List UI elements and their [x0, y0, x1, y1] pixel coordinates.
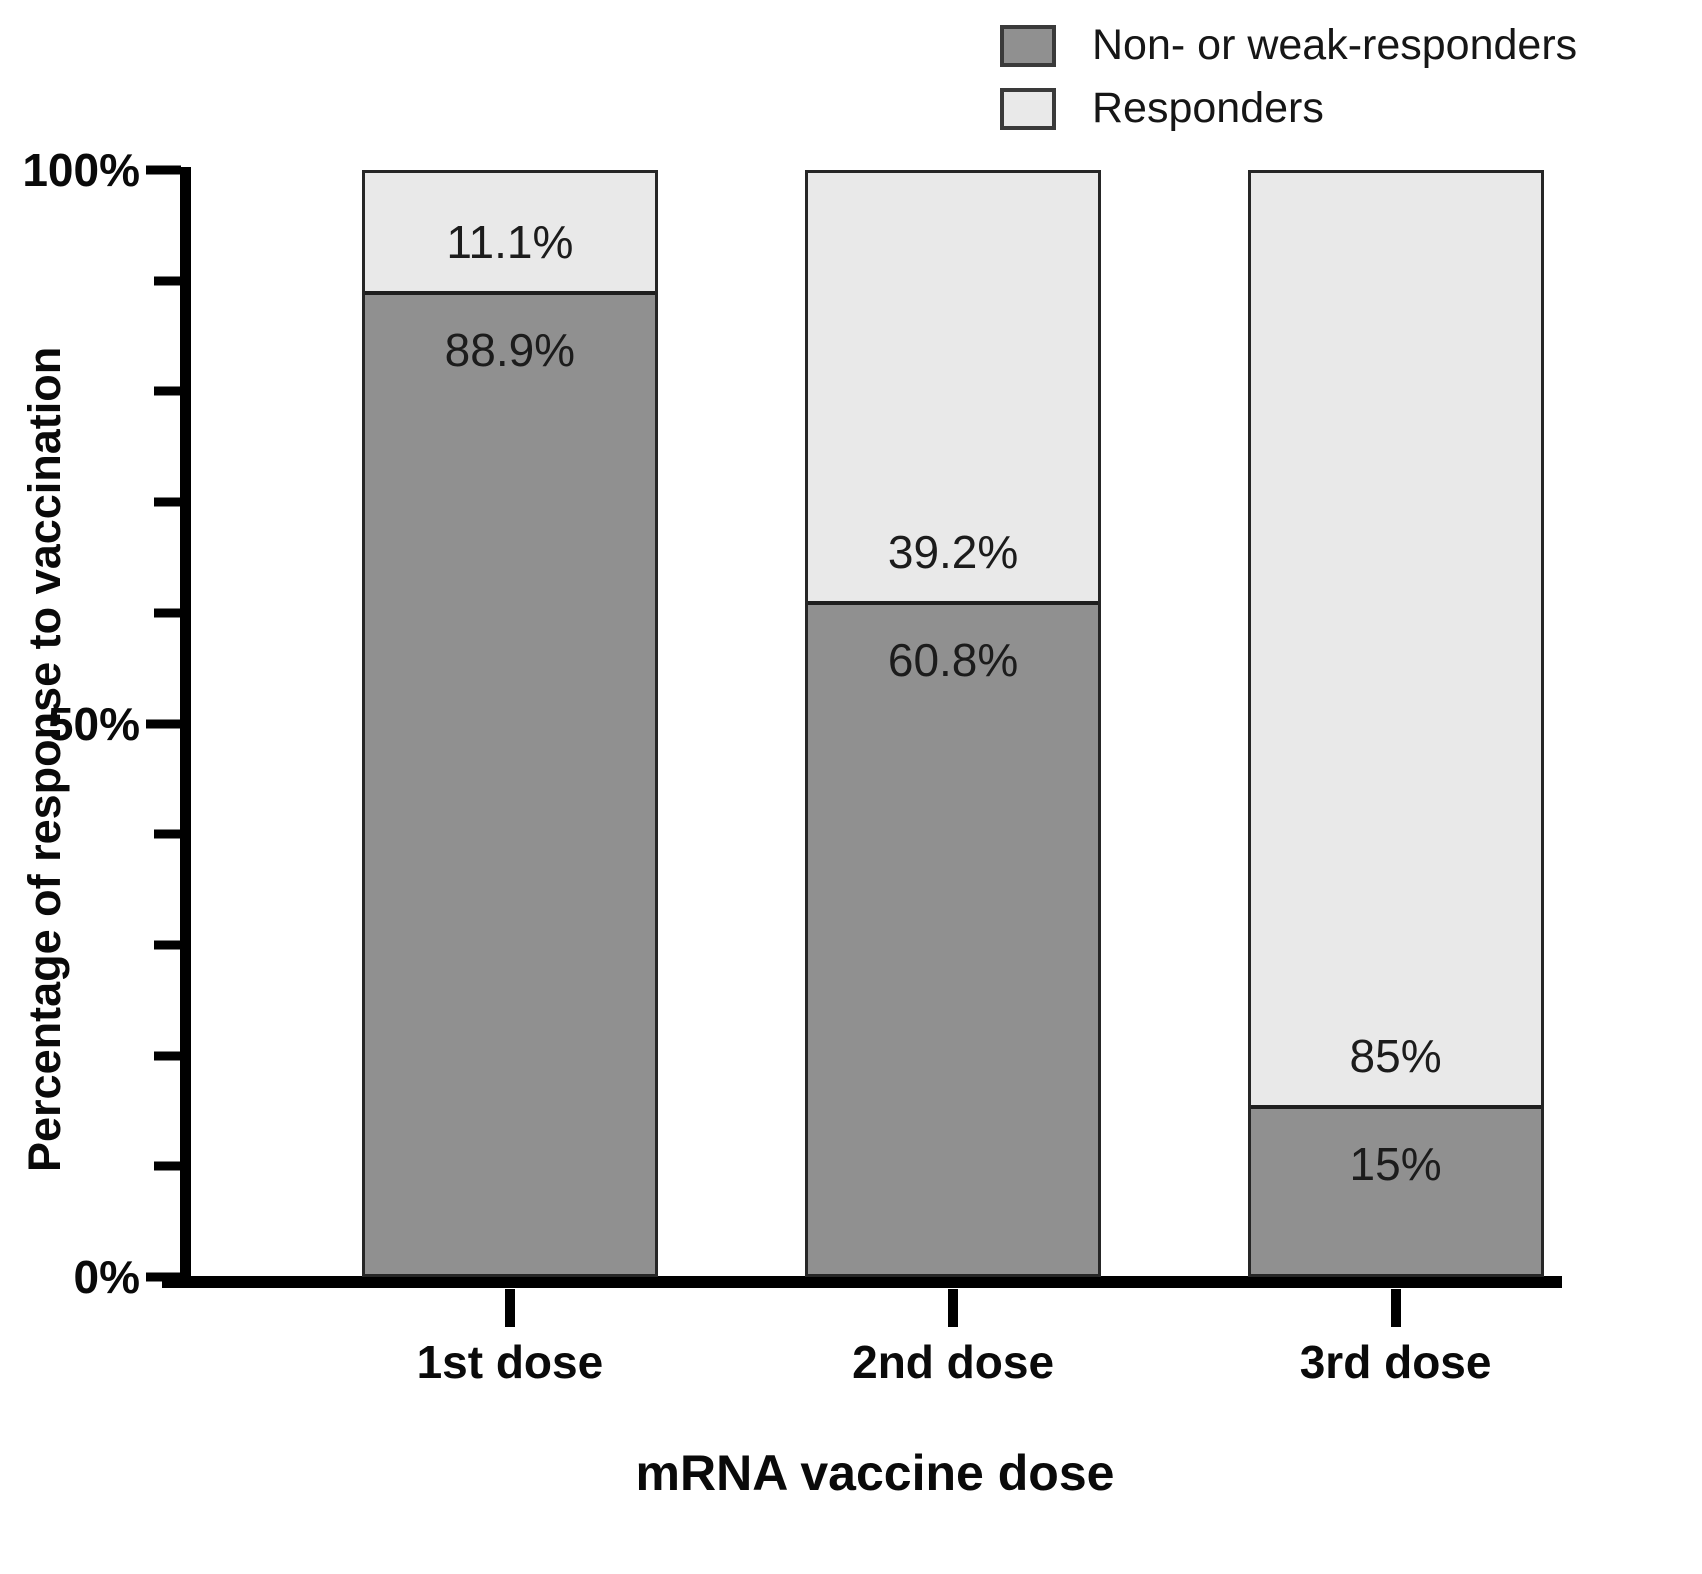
value-label-non-responders: 88.9% [444, 324, 576, 377]
x-tick-2nd-dose [948, 1289, 959, 1327]
y-tick-30 [154, 940, 181, 950]
legend-label-responders: Responders [1092, 84, 1324, 133]
y-axis-title: Percentage of response to vaccination [19, 346, 70, 1172]
legend-item-non-or-weak-responders: Non- or weak-responders [1000, 21, 1578, 69]
y-tick-70 [154, 497, 181, 507]
x-tick-label-1st-dose: 1st dose [416, 1336, 604, 1388]
bar-segment-responders [1250, 173, 1541, 1109]
bar-2nd-dose: 39.2% 60.8% [805, 170, 1102, 1277]
y-tick-100 [146, 165, 181, 175]
value-label-responders: 39.2% [887, 525, 1019, 578]
x-axis-title: mRNA vaccine dose [635, 1445, 1115, 1501]
y-tick-60 [154, 608, 181, 618]
bar-segment-non-responders [364, 295, 655, 1274]
legend-swatch-responders [1000, 87, 1056, 130]
y-tick-50 [146, 719, 181, 728]
bar-segment-responders [364, 173, 655, 296]
plot-area: 0% 50% 100% 11.1% 88.9% 1st dose 39.2% 60.8% 2nd… [22, 147, 1562, 1385]
bar-1st-dose: 11.1% 88.9% [361, 170, 658, 1277]
legend-swatch-non-or-weak-responders [1000, 24, 1056, 67]
y-tick-80 [154, 386, 181, 396]
value-label-non-responders: 60.8% [887, 633, 1019, 686]
value-label-responders: 85% [1349, 1029, 1442, 1082]
legend-label-non-or-weak-responders: Non- or weak-responders [1092, 21, 1578, 69]
y-tick-20 [154, 1051, 181, 1061]
bar-segment-non-responders [1250, 1108, 1541, 1274]
x-axis-line [162, 1276, 1562, 1288]
y-axis-line [180, 167, 191, 1286]
x-tick-3rd-dose [1390, 1289, 1401, 1327]
bar-segment-responders [808, 173, 1099, 605]
y-tick-label-100: 100% [22, 144, 140, 196]
value-label-responders: 11.1% [446, 216, 574, 269]
x-tick-1st-dose [504, 1289, 515, 1327]
y-tick-0 [146, 1272, 181, 1282]
bar-segment-non-responders [808, 604, 1099, 1274]
y-tick-40 [154, 829, 181, 839]
value-label-non-responders: 15% [1349, 1137, 1442, 1190]
y-tick-label-0: 0% [73, 1251, 140, 1303]
legend-item-responders: Responders [1000, 84, 1577, 133]
legend: Non- or weak-responders Responders [1000, 21, 1578, 133]
y-tick-90 [154, 276, 181, 286]
bar-3rd-dose: 85% 15% [1247, 170, 1544, 1277]
x-tick-label-2nd-dose: 2nd dose [852, 1336, 1055, 1388]
y-tick-10 [154, 1161, 181, 1171]
x-tick-label-3rd-dose: 3rd dose [1299, 1336, 1492, 1388]
y-tick-label-50: 50% [47, 697, 140, 750]
